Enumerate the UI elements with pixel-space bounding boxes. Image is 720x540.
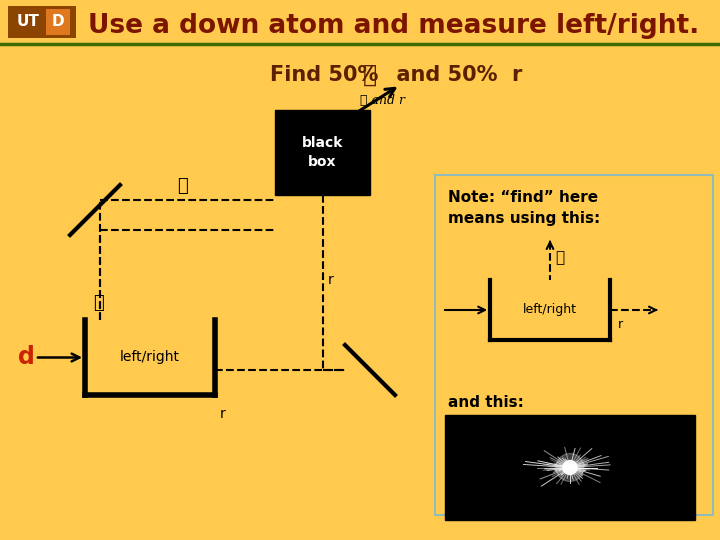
Bar bbox=[435, 175, 713, 515]
Text: and this:: and this: bbox=[448, 395, 524, 410]
Text: ℓ: ℓ bbox=[555, 251, 564, 265]
Text: and 50%  r: and 50% r bbox=[382, 65, 523, 85]
Text: Note: “find” here
means using this:: Note: “find” here means using this: bbox=[448, 190, 600, 226]
Text: left/right: left/right bbox=[120, 350, 180, 365]
Text: ℓ: ℓ bbox=[178, 177, 188, 195]
Text: r: r bbox=[220, 407, 226, 421]
Bar bbox=[46, 9, 70, 35]
Text: Find 50%: Find 50% bbox=[270, 65, 393, 85]
Text: UT: UT bbox=[17, 15, 40, 30]
Text: d: d bbox=[18, 346, 35, 369]
Bar bbox=[445, 415, 695, 520]
Circle shape bbox=[563, 461, 577, 475]
Text: Use a down atom and measure left/right.: Use a down atom and measure left/right. bbox=[88, 13, 699, 39]
Bar bbox=[8, 6, 76, 38]
Text: ℓ: ℓ bbox=[363, 63, 377, 87]
Bar bbox=[275, 110, 370, 195]
Circle shape bbox=[556, 454, 584, 482]
Text: r: r bbox=[618, 318, 623, 331]
Text: D: D bbox=[52, 15, 64, 30]
Text: black
box: black box bbox=[302, 136, 343, 168]
Text: ℓ: ℓ bbox=[93, 294, 104, 312]
Text: left/right: left/right bbox=[523, 303, 577, 316]
Text: ℓ and r: ℓ and r bbox=[360, 93, 405, 106]
Text: r: r bbox=[328, 273, 333, 287]
